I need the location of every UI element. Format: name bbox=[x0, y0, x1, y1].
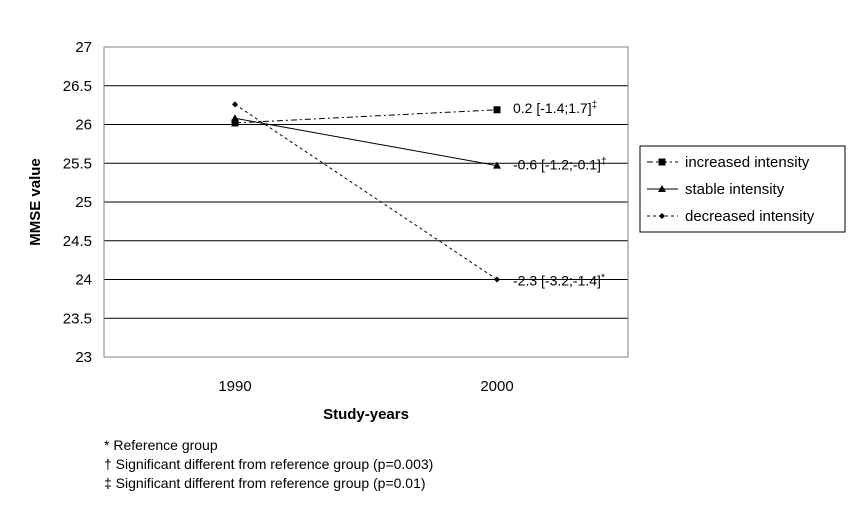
series-stable-intensity bbox=[231, 114, 501, 169]
legend-marker bbox=[658, 185, 666, 192]
y-tick-label: 27 bbox=[75, 39, 92, 56]
annotation-value: -0.6 [-1.2;-0.1] bbox=[513, 157, 601, 173]
annotation-value: -2.3 [-3.2;-1.4] bbox=[513, 273, 601, 289]
series-line bbox=[234, 117, 498, 167]
data-point bbox=[232, 101, 238, 108]
annotation-significance-mark: ‡ bbox=[592, 99, 598, 110]
data-point bbox=[231, 119, 239, 127]
y-axis-ticks: 23 23.5 24 24.5 25 25.5 26 26.5 27 bbox=[63, 39, 92, 366]
x-tick-label: 1990 bbox=[218, 378, 251, 395]
y-tick-label: 26 bbox=[75, 117, 92, 134]
legend-entry: increased intensity bbox=[647, 154, 810, 171]
legend-entry: stable intensity bbox=[647, 181, 785, 198]
series-line bbox=[234, 103, 498, 280]
legend-entry: decreased intensity bbox=[647, 208, 815, 225]
footnote-double-dagger: ‡ Significant different from reference g… bbox=[104, 475, 426, 491]
footnote-reference: * Reference group bbox=[104, 437, 218, 453]
footnote-dagger: † Significant different from reference g… bbox=[104, 456, 434, 472]
series-annotation: -0.6 [-1.2;-0.1]† bbox=[513, 156, 607, 173]
y-axis-title: MMSE value bbox=[27, 158, 44, 246]
annotation-significance-mark: * bbox=[601, 272, 605, 283]
series-increased-intensity bbox=[231, 106, 501, 127]
series-annotation: -2.3 [-3.2;-1.4]* bbox=[513, 272, 605, 289]
series bbox=[231, 101, 501, 283]
series-decreased-intensity bbox=[232, 101, 500, 283]
data-point bbox=[494, 276, 500, 283]
annotation-significance-mark: † bbox=[601, 156, 607, 167]
y-tick-label: 23.5 bbox=[63, 310, 92, 327]
data-point bbox=[493, 106, 501, 114]
x-axis-ticks: 1990 2000 bbox=[218, 378, 513, 395]
y-tick-label: 24 bbox=[75, 272, 92, 289]
data-point bbox=[493, 161, 501, 169]
legend-marker bbox=[658, 158, 666, 166]
plot-area bbox=[103, 46, 629, 358]
legend-marker bbox=[659, 213, 665, 219]
legend-label: increased intensity bbox=[685, 154, 810, 171]
legend: increased intensity stable intensity decre… bbox=[639, 145, 846, 233]
y-tick-label: 25 bbox=[75, 194, 92, 211]
x-tick-label: 2000 bbox=[480, 378, 513, 395]
x-axis-title: Study-years bbox=[323, 406, 409, 423]
y-tick-label: 26.5 bbox=[63, 78, 92, 95]
legend-label: stable intensity bbox=[685, 181, 785, 198]
footnotes: * Reference group † Significant differen… bbox=[104, 436, 433, 493]
gridlines bbox=[104, 46, 628, 358]
series-line bbox=[234, 109, 498, 124]
data-point bbox=[231, 114, 239, 122]
annotation-value: 0.2 [-1.4;1.7] bbox=[513, 100, 592, 116]
series-annotation: 0.2 [-1.4;1.7]‡ bbox=[513, 99, 597, 116]
annotations: 0.2 [-1.4;1.7]‡ -0.6 [-1.2;-0.1]† -2.3 [-3… bbox=[513, 99, 607, 288]
y-tick-label: 25.5 bbox=[63, 155, 92, 172]
legend-label: decreased intensity bbox=[685, 208, 815, 225]
y-tick-label: 24.5 bbox=[63, 233, 92, 250]
y-tick-label: 23 bbox=[75, 349, 92, 366]
